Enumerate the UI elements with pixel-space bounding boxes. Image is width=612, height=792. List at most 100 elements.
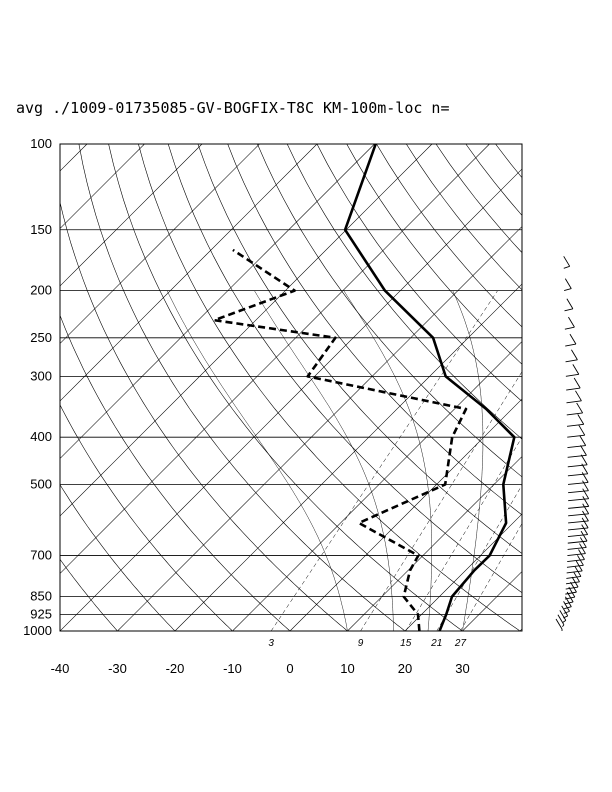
dry-adiabat-line	[525, 144, 612, 631]
wind-barb-staff	[564, 288, 572, 292]
wind-barb-staff	[562, 619, 567, 623]
wind-barb-flag	[577, 414, 585, 425]
wind-barb	[565, 333, 577, 347]
wind-barb	[567, 530, 588, 544]
wind-barb-staff	[568, 505, 589, 509]
wind-barb	[567, 524, 589, 538]
wind-barb-staff	[566, 412, 583, 416]
wind-barb-flag	[580, 454, 588, 465]
wind-barb-flag	[580, 445, 587, 456]
wind-barb	[555, 618, 563, 631]
mixing-ratio-line	[360, 371, 522, 631]
wind-barb-flag	[570, 581, 577, 593]
isotherm-line	[60, 144, 145, 229]
mixing-ratio-label: 9	[358, 638, 364, 649]
pressure-label: 100	[30, 136, 52, 151]
wind-barb-flag	[573, 377, 581, 389]
wind-barb-staff	[563, 615, 568, 619]
wind-barb-flag	[582, 496, 590, 507]
wind-barb-flag	[575, 390, 582, 402]
wind-barb-flag	[582, 480, 589, 491]
moist-adiabat-line	[166, 290, 348, 631]
wind-barb-staff	[565, 586, 579, 590]
isotherm-line	[60, 144, 490, 574]
wind-barb-staff	[566, 576, 582, 579]
moist-adiabat-line	[254, 290, 394, 631]
dry-adiabat-line	[406, 144, 522, 291]
isotherm-line	[60, 144, 318, 402]
mixing-ratio-label: 21	[430, 638, 442, 649]
mixing-ratio-labels: 3 9 15 21 27	[268, 638, 466, 649]
mixing-ratio-label: 3	[268, 638, 274, 649]
wind-barb-staff	[567, 454, 587, 458]
wind-barb-staff	[567, 546, 587, 550]
isotherm-line	[60, 144, 375, 459]
pressure-label: 700	[30, 548, 52, 563]
wind-barb-staff	[564, 326, 575, 330]
temperature-label: 30	[455, 661, 469, 676]
isotherm-line	[289, 398, 522, 631]
isotherm-line	[404, 513, 522, 631]
wind-barb-flag	[581, 524, 589, 535]
wind-barb-flag	[569, 333, 577, 345]
wind-barb-staff	[567, 473, 588, 477]
pressure-label: 850	[30, 589, 52, 604]
wind-barb	[565, 349, 578, 363]
wind-barb-staff	[566, 570, 583, 574]
wind-barb-staff	[566, 387, 581, 391]
isotherm-line	[60, 144, 433, 517]
pressure-label: 500	[30, 476, 52, 491]
wind-barb	[567, 537, 587, 550]
wind-barb-staff	[567, 434, 585, 438]
wind-barb	[568, 510, 589, 524]
wind-barb-flag	[555, 618, 563, 630]
wind-barb-staff	[568, 513, 589, 517]
wind-barb	[567, 543, 586, 557]
dry-adiabat-line	[197, 144, 522, 554]
mixing-ratio-line	[436, 484, 522, 631]
wind-barb-staff	[562, 624, 565, 627]
isotherm-line	[60, 144, 260, 344]
wind-barb-flag	[582, 510, 589, 522]
wind-barb-flag	[561, 605, 569, 617]
wind-barb	[568, 496, 590, 509]
wind-barb-flag	[568, 316, 575, 328]
wind-barb-staff	[564, 596, 575, 600]
wind-barb	[568, 488, 590, 502]
isotherm-line	[0, 144, 30, 631]
wind-barb	[566, 402, 584, 416]
wind-barb-staff	[567, 445, 586, 448]
wind-barb-flag	[564, 278, 572, 289]
pressure-label: 200	[30, 283, 52, 298]
wind-barb-staff	[565, 591, 577, 595]
temperature-label: 10	[340, 661, 354, 676]
wind-barb	[567, 435, 587, 448]
wind-barb-staff	[567, 464, 588, 468]
temperature-label: -20	[166, 661, 185, 676]
wind-barb	[565, 364, 580, 377]
pressure-label: 150	[30, 222, 52, 237]
wind-barb-column	[555, 256, 590, 631]
plot-frame	[59, 143, 523, 632]
pressure-label: 400	[30, 429, 52, 444]
wind-barb-staff	[565, 359, 578, 363]
isotherm-line	[60, 168, 522, 631]
dry-adiabat-line	[60, 558, 118, 631]
dry-adiabat-line	[585, 144, 612, 631]
wind-barb-staff	[563, 265, 570, 269]
pressure-label: 250	[30, 330, 52, 345]
wind-barb-flag	[576, 402, 584, 414]
wind-barb-staff	[565, 343, 577, 347]
isotherm-line	[174, 283, 522, 631]
wind-barb-flag	[571, 349, 578, 360]
wind-barb-staff	[564, 606, 572, 610]
dry-adiabat-line	[435, 144, 522, 254]
mixing-ratio-line	[460, 522, 522, 631]
temperature-label: 20	[398, 661, 412, 676]
wind-barb	[565, 581, 577, 595]
wind-barb-staff	[567, 527, 589, 531]
moist-adiabat-line	[343, 290, 432, 631]
temperature-axis-labels: -40 -30 -20 -10 0 10 20 30	[51, 661, 470, 676]
wind-barb-staff	[567, 559, 585, 562]
